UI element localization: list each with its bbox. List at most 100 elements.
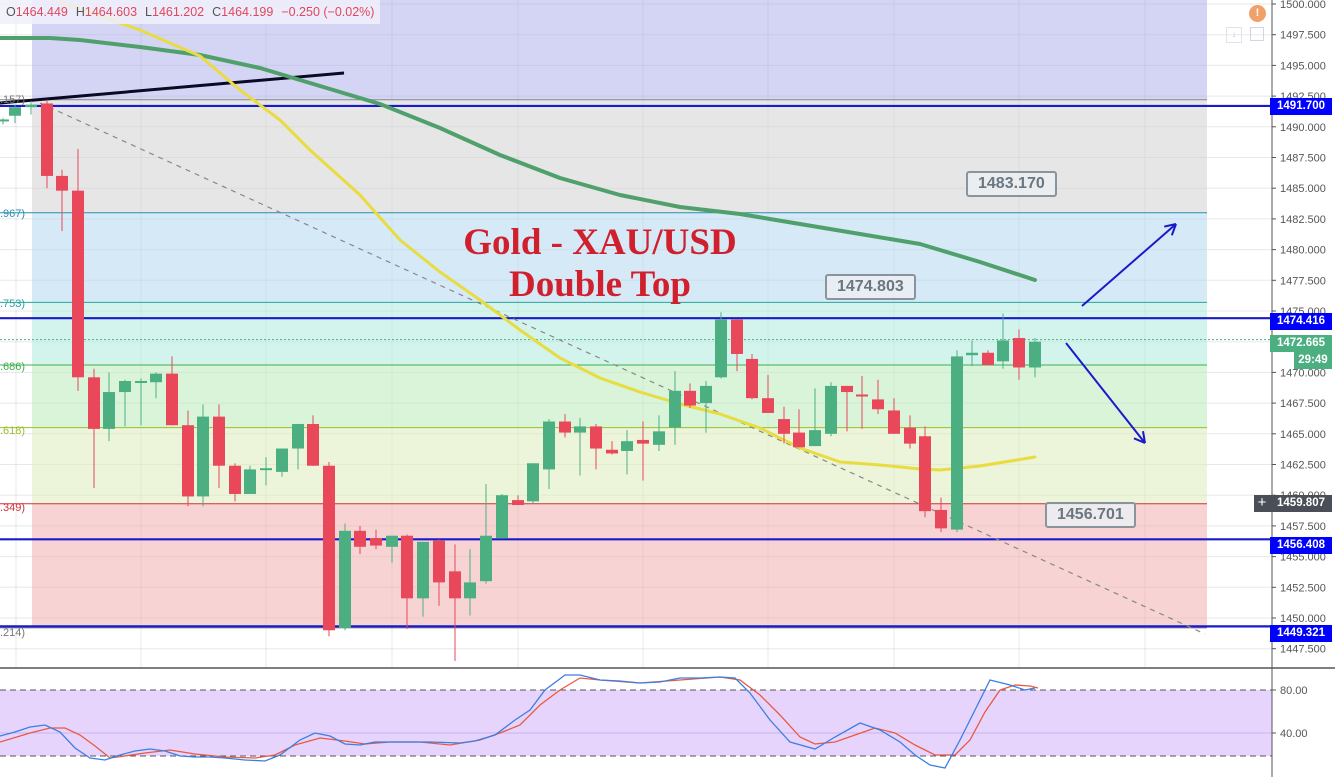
candle-body — [715, 319, 727, 378]
price-callout-1456[interactable]: 1456.701 — [1045, 502, 1136, 528]
fib-level-label: .157) — [0, 94, 26, 106]
candle-body — [276, 448, 288, 472]
candle-body — [229, 465, 241, 494]
axis-tick-label: 1500.000 — [1280, 0, 1326, 11]
candle-body — [213, 416, 225, 466]
candle-body — [809, 430, 821, 447]
candle-body — [997, 340, 1009, 362]
arrow-head — [1164, 223, 1177, 228]
low-key: L — [145, 5, 152, 19]
candle-body — [370, 538, 382, 546]
candle-body — [512, 500, 524, 506]
candle-body — [762, 398, 774, 413]
candle — [888, 398, 900, 434]
candle — [260, 457, 272, 486]
price-tag-support-low: 1449.321 — [1270, 625, 1332, 642]
bearish-arrow — [1065, 342, 1146, 444]
axis-tick-label: 1470.000 — [1280, 367, 1326, 379]
high-key: H — [75, 5, 85, 19]
fib-level-label: .967) — [0, 208, 26, 220]
chart-title[interactable]: Gold - XAU/USD Double Top — [440, 222, 760, 306]
candle-body — [103, 392, 115, 429]
arrow-head — [1133, 437, 1146, 444]
candle — [229, 463, 241, 502]
candle-body — [496, 495, 508, 539]
stochastic-band — [0, 690, 1272, 756]
axis-tick-label: 1490.000 — [1280, 122, 1326, 134]
candle — [669, 371, 681, 445]
axis-tick-label: 1497.500 — [1280, 30, 1326, 42]
arrow-down-icon[interactable]: ↓ — [1226, 27, 1242, 43]
candle — [244, 465, 256, 494]
candle — [417, 541, 429, 617]
candle — [41, 99, 53, 189]
candle-body — [856, 394, 868, 397]
candle-body — [197, 416, 209, 497]
candle — [496, 493, 508, 539]
candle — [480, 484, 492, 584]
candle-body — [872, 399, 884, 410]
candle — [731, 319, 743, 372]
candle — [464, 549, 476, 616]
arrow-head — [1170, 223, 1177, 236]
candle — [919, 426, 931, 518]
candle — [762, 374, 774, 413]
open-key: O — [6, 5, 16, 19]
candle-body — [793, 432, 805, 448]
price-tag-support: 1456.408 — [1270, 537, 1332, 554]
candle — [715, 312, 727, 379]
candle — [370, 529, 382, 550]
open-value: 1464.449 — [15, 5, 68, 19]
candle — [197, 404, 209, 507]
candle — [841, 385, 853, 432]
price-callout-1483[interactable]: 1483.170 — [966, 171, 1057, 197]
candle — [512, 495, 524, 506]
candle — [904, 415, 916, 449]
stochastic-pane — [0, 668, 1272, 777]
candle — [684, 383, 696, 409]
candle — [386, 535, 398, 563]
alert-icon[interactable]: ! — [1249, 5, 1266, 22]
candle-body — [653, 431, 665, 445]
candle — [590, 423, 602, 470]
candle-body — [527, 463, 539, 502]
candle — [621, 430, 633, 475]
candle-body — [684, 390, 696, 406]
fib-level-label: .214) — [0, 627, 26, 639]
candle — [746, 353, 758, 400]
candle — [543, 419, 555, 490]
candle-body — [135, 380, 147, 383]
stoch-tick-label: 40.00 — [1280, 728, 1308, 740]
fib-zone — [32, 365, 1207, 428]
candle — [9, 104, 21, 124]
maximize-icon[interactable] — [1250, 27, 1264, 41]
candle — [323, 462, 335, 637]
candle-body — [731, 319, 743, 354]
candle-body — [1013, 338, 1025, 368]
candle — [825, 382, 837, 437]
candle — [872, 379, 884, 415]
candle-body — [88, 377, 100, 429]
fib-zone — [32, 212, 1207, 303]
title-line-2: Double Top — [508, 264, 692, 305]
candle-body — [825, 385, 837, 434]
fib-zone — [32, 503, 1207, 628]
candle-body — [574, 426, 586, 433]
candle — [966, 340, 978, 367]
price-axis — [1272, 0, 1335, 777]
candle — [56, 169, 68, 232]
price-tag-last-price: 1472.665 — [1270, 335, 1332, 352]
candle — [88, 368, 100, 488]
crosshair-add-button[interactable]: + — [1254, 495, 1270, 512]
candle — [1029, 338, 1041, 378]
price-callout-1474[interactable]: 1474.803 — [825, 274, 916, 300]
candle — [339, 523, 351, 631]
axis-tick-label: 1452.500 — [1280, 582, 1326, 594]
candle — [0, 118, 9, 125]
candle-body — [480, 535, 492, 582]
candle-body — [0, 119, 9, 122]
change-value: −0.250 (−0.02%) — [281, 5, 375, 19]
candle — [653, 415, 665, 451]
